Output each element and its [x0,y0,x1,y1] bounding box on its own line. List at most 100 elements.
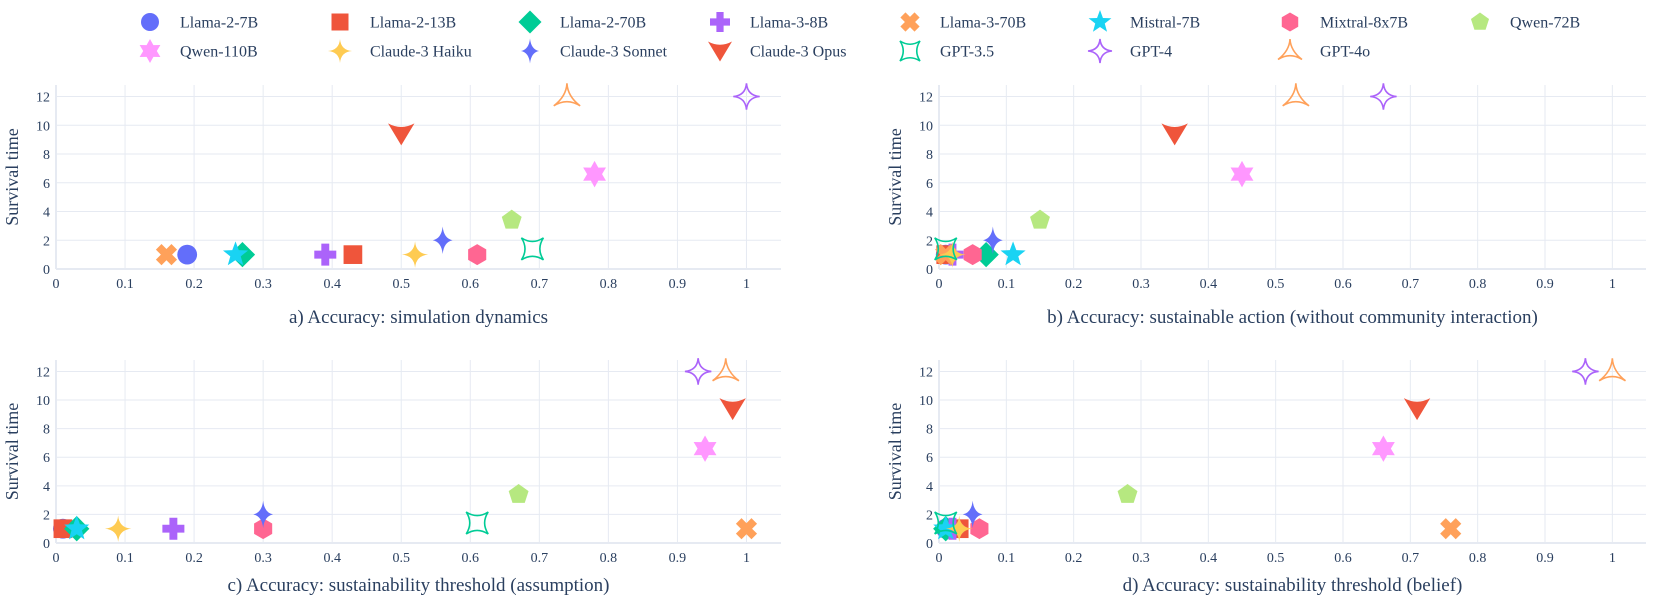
subplot-caption: a) Accuracy: simulation dynamics [289,307,548,328]
y-axis-title: Survival time [885,128,905,226]
legend-label: Llama-2-7B [180,15,258,32]
y-axis-title: Survival time [2,403,22,501]
legend-marker-claude-3-haiku [328,39,352,63]
legend-label: Claude-3 Sonnet [560,44,668,61]
y-tick-label: 6 [43,177,50,192]
data-points [934,83,1397,268]
point-qwen-110b [583,160,607,188]
point-claude-3-opus [388,123,415,146]
point-claude-3-opus [1161,123,1188,146]
x-tick-label: 0.1 [998,277,1016,292]
y-tick-label: 0 [43,537,50,552]
y-tick-label: 8 [926,423,933,438]
legend-item-claude-3-haiku[interactable]: Claude-3 Haiku [328,39,472,63]
y-tick-label: 4 [926,480,933,495]
subplot-b: 0 0.1 0.2 0.3 0.4 0.5 0.6 0.7 0.8 0.9 1024681012Su… [885,83,1646,328]
legend-item-llama-2-13b[interactable]: Llama-2-13B [331,13,457,32]
legend-item-gpt-4o[interactable]: GPT-4o [1277,38,1370,61]
legend-item-mistral-7b[interactable]: Mistral-7B [1088,10,1201,32]
x-tick-label: 0.5 [1267,277,1285,292]
y-tick-label: 10 [36,119,50,134]
point-gpt-4 [733,83,760,110]
x-tick-label: 0.5 [392,277,410,292]
x-tick-label: 0.6 [462,551,480,566]
y-tick-label: 8 [43,148,50,163]
point-mistral-7b [222,241,249,266]
point-gpt-4 [1572,358,1599,385]
point-gpt-3-5 [934,237,958,261]
legend-item-llama-3-70b[interactable]: Llama-3-70B [896,8,1026,36]
legend-item-llama-2-70b[interactable]: Llama-2-70B [518,10,647,34]
x-tick-label: 0.2 [1065,551,1083,566]
point-claude-3-opus [719,398,746,421]
legend-item-qwen-110b[interactable]: Qwen-110B [139,39,258,63]
legend-item-llama-3-8b[interactable]: Llama-3-8B [710,12,828,32]
x-tick-label: 1 [1609,551,1616,566]
legend-item-mixtral-8x7b[interactable]: Mixtral-8x7B [1281,12,1408,32]
x-tick-label: 0.6 [1334,551,1352,566]
plot-area [939,360,1646,543]
legend-marker-mistral-7b [1088,10,1112,32]
legend-item-gpt-4[interactable]: GPT-4 [1087,38,1172,64]
subplot-caption: c) Accuracy: sustainability threshold (a… [227,575,609,596]
point-claude-3-haiku [401,241,429,268]
point-mistral-7b [1000,241,1026,266]
point-qwen-110b [1230,160,1254,188]
point-claude-3-haiku [939,241,966,268]
legend-marker-llama-2-7b [141,13,159,31]
x-tick-label: 0.9 [669,551,687,566]
legend-item-qwen-72b[interactable]: Qwen-72B [1470,12,1580,32]
point-claude-3-sonnet [253,500,274,529]
legend-item-gpt-3-5[interactable]: GPT-3.5 [899,40,994,62]
point-mistral-7b [64,515,90,540]
legend-marker-gpt-3-5 [899,40,921,62]
y-axis-title: Survival time [2,128,22,226]
point-llama-3-70b [1440,518,1462,540]
x-tick-label: 1 [743,277,750,292]
x-tick-label: 0.8 [1469,551,1487,566]
point-gpt-4o [1282,83,1310,107]
point-mixtral-8x7b [254,518,273,540]
y-tick-label: 0 [926,263,933,278]
point-llama-2-13b [53,519,73,539]
legend-item-claude-3-sonnet[interactable]: Claude-3 Sonnet [521,38,668,64]
point-gpt-4o [712,358,740,382]
point-mixtral-8x7b [970,518,989,540]
x-tick-label: 0.4 [1200,551,1218,566]
y-tick-label: 6 [926,451,933,466]
y-tick-label: 10 [36,394,50,409]
y-tick-label: 2 [926,508,933,523]
x-tick-label: 0.1 [116,277,134,292]
subplot-caption: d) Accuracy: sustainability threshold (b… [1123,575,1463,596]
legend-marker-gpt-4o [1277,38,1303,61]
legend-label: Mistral-7B [1130,15,1200,32]
point-claude-3-sonnet [982,226,1003,254]
x-tick-label: 0.7 [531,277,549,292]
x-tick-label: 0.3 [254,551,272,566]
legend-label: Mixtral-8x7B [1320,15,1408,32]
legend-marker-qwen-110b [139,39,161,63]
x-tick-label: 0.1 [116,551,134,566]
point-qwen-110b [1371,435,1395,462]
x-tick-label: 0 [936,551,943,566]
x-tick-label: 0.1 [998,551,1016,566]
x-tick-label: 0 [53,277,60,292]
legend-marker-claude-3-sonnet [521,38,539,64]
legend-item-llama-2-7b[interactable]: Llama-2-7B [141,13,258,32]
x-tick-label: 0.7 [1402,277,1420,292]
point-llama-2-70b [973,241,999,268]
y-tick-label: 4 [926,206,933,221]
legend-label: Llama-3-70B [940,15,1026,32]
x-tick-label: 0.5 [392,551,410,566]
x-tick-label: 0.5 [1267,551,1285,566]
legend-label: Llama-2-70B [560,15,646,32]
legend-label: Claude-3 Opus [750,44,846,61]
y-tick-label: 10 [919,119,933,134]
legend-label: Qwen-72B [1510,15,1580,32]
legend: Llama-2-7B Llama-2-13B Llama-2-70B Llama-3-… [139,8,1580,64]
x-tick-label: 0.3 [1132,277,1150,292]
x-tick-label: 0.4 [323,277,341,292]
x-tick-label: 0 [53,551,60,566]
point-llama-2-7b [177,244,198,265]
legend-item-claude-3-opus[interactable]: Claude-3 Opus [708,41,846,62]
